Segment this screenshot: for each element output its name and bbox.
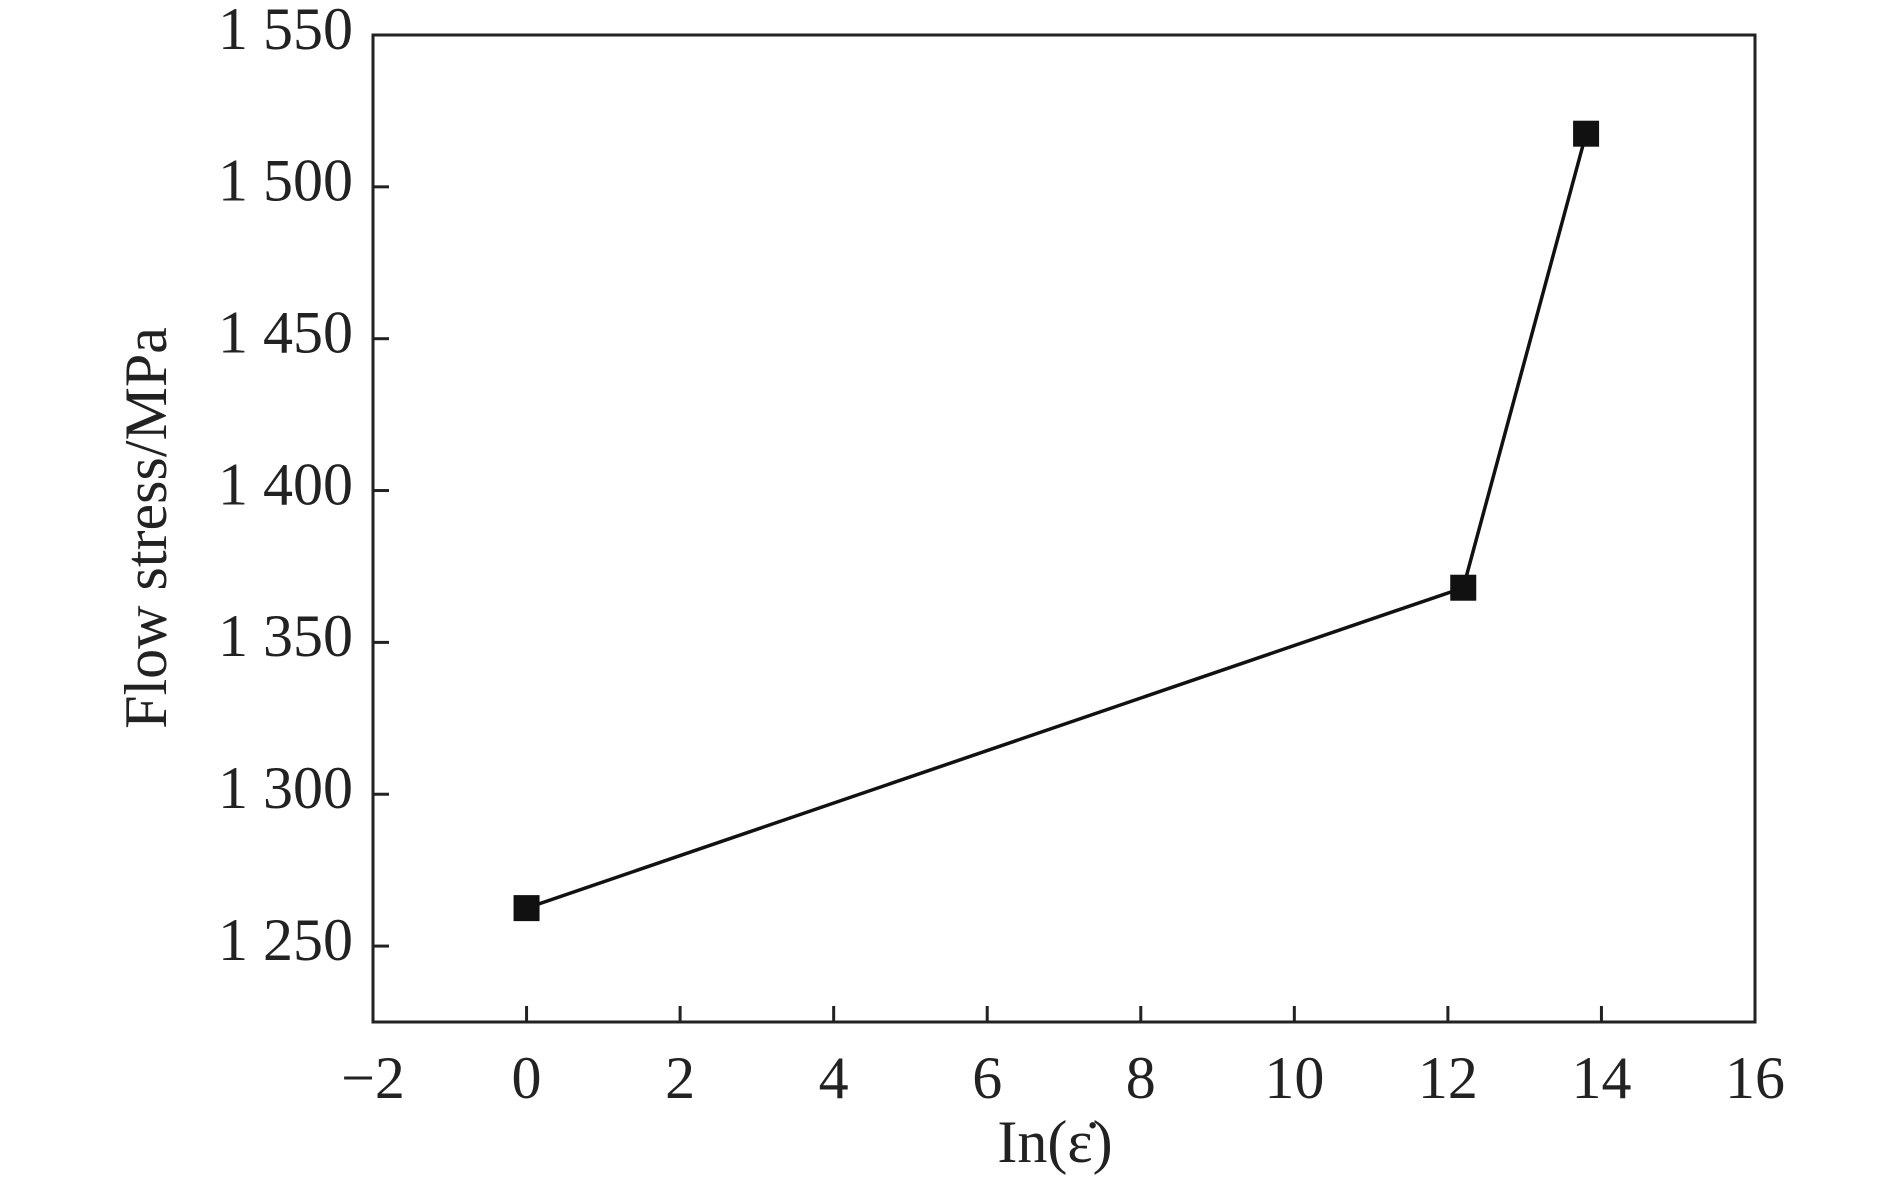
x-tick-label: 6 [972, 1045, 1002, 1111]
plot-frame [371, 33, 1757, 1024]
data-point [1573, 120, 1600, 147]
series-line [525, 133, 1588, 910]
data-point [513, 895, 540, 922]
y-tick-label: 1 350 [218, 603, 353, 669]
y-tick-label: 1 450 [218, 299, 353, 365]
x-tick-label: 16 [1725, 1045, 1785, 1111]
y-tick-label: 1 300 [218, 755, 353, 821]
y-tick-label: 1 400 [218, 451, 353, 517]
x-tick-label: 8 [1126, 1045, 1156, 1111]
y-tick-label: 1 550 [218, 0, 353, 62]
x-tick-label: 2 [665, 1045, 695, 1111]
x-axis-label: In(ε̇) [997, 1109, 1112, 1175]
y-tick-label: 1 250 [218, 907, 353, 973]
x-tick-label: 12 [1418, 1045, 1478, 1111]
x-tick-label: 10 [1264, 1045, 1324, 1111]
x-tick-label: 4 [819, 1045, 849, 1111]
x-tick-label: 14 [1571, 1045, 1631, 1111]
x-tick-label: 0 [512, 1045, 542, 1111]
x-tick-label: −2 [341, 1045, 405, 1111]
y-axis-label: Flow stress/MPa [113, 327, 179, 729]
y-tick-label: 1 500 [218, 148, 353, 214]
data-point [1450, 574, 1477, 601]
